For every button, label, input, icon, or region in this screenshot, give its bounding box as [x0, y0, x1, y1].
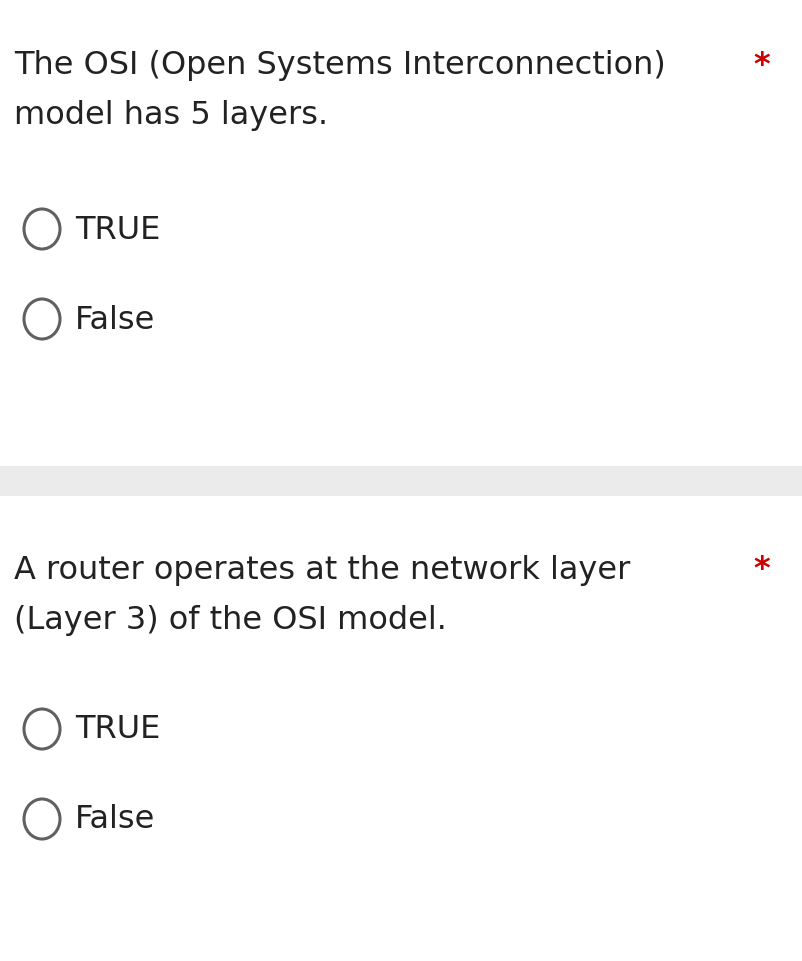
- Text: False: False: [75, 803, 156, 835]
- Text: TRUE: TRUE: [75, 714, 160, 745]
- Text: The OSI (Open Systems Interconnection): The OSI (Open Systems Interconnection): [14, 49, 676, 81]
- Text: *: *: [753, 49, 770, 81]
- Text: False: False: [75, 305, 156, 335]
- Bar: [0, 466, 802, 497]
- Text: model has 5 layers.: model has 5 layers.: [14, 99, 328, 131]
- Text: A router operates at the network layer: A router operates at the network layer: [14, 554, 630, 585]
- Text: (Layer 3) of the OSI model.: (Layer 3) of the OSI model.: [14, 604, 447, 635]
- Text: *: *: [753, 554, 770, 585]
- Text: TRUE: TRUE: [75, 214, 160, 245]
